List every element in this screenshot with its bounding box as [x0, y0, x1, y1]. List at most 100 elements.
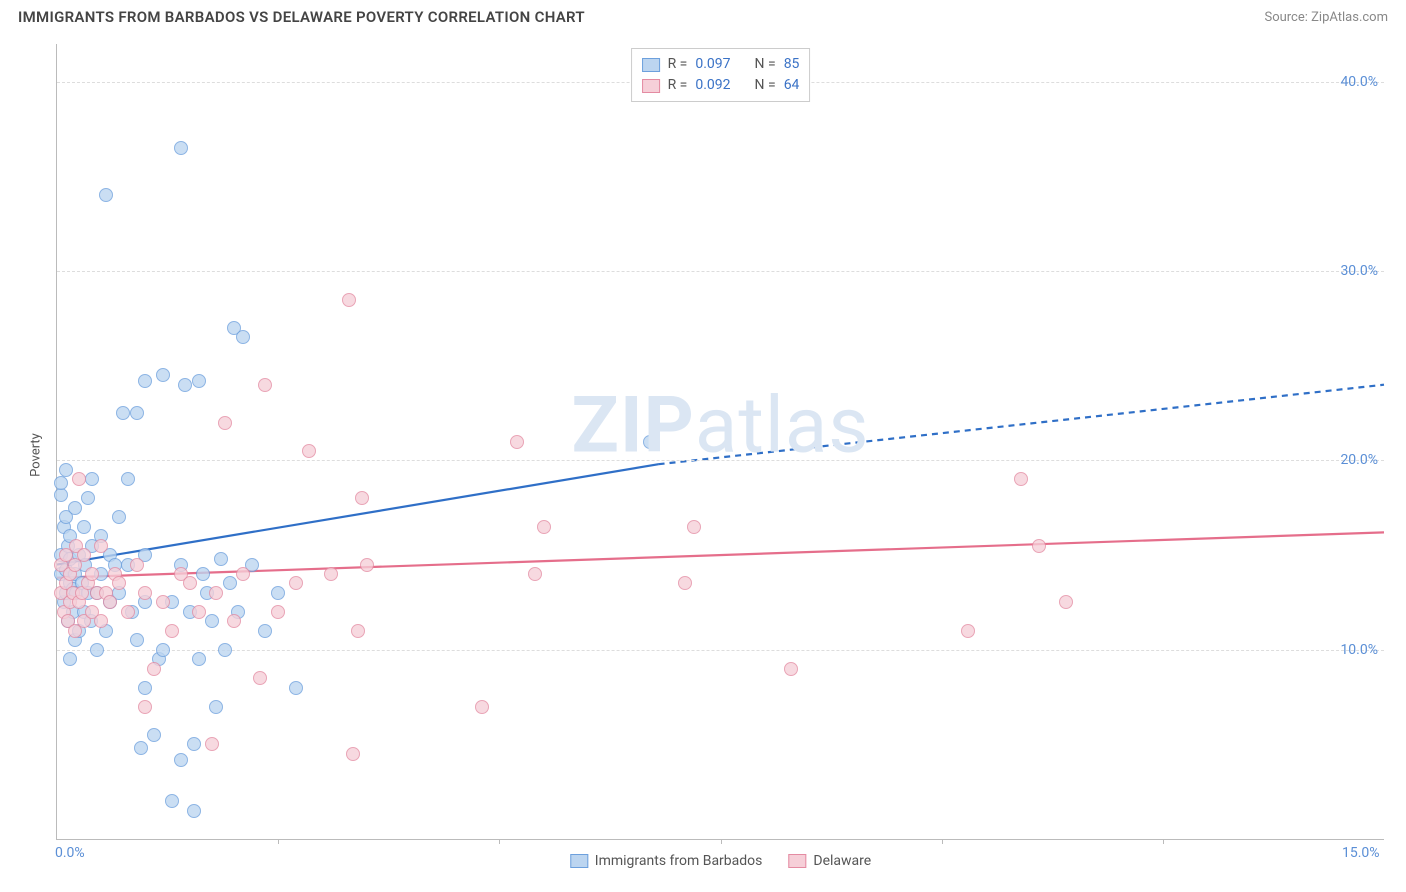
data-point-delaware — [209, 586, 223, 600]
legend-stats-row-delaware: R =0.092N =64 — [642, 75, 800, 96]
data-point-delaware — [1014, 472, 1028, 486]
x-tick-mark — [499, 839, 500, 844]
grid-line — [57, 460, 1384, 461]
x-tick-mark — [278, 839, 279, 844]
data-point-delaware — [85, 567, 99, 581]
trend-lines — [57, 44, 1384, 839]
data-point-barbados — [130, 633, 144, 647]
data-point-delaware — [138, 586, 152, 600]
data-point-barbados — [156, 643, 170, 657]
legend-item-barbados: Immigrants from Barbados — [570, 853, 763, 869]
data-point-barbados — [223, 576, 237, 590]
data-point-delaware — [258, 378, 272, 392]
chart-container: Poverty ZIPatlas R =0.097N =85R =0.092N … — [18, 36, 1388, 874]
data-point-barbados — [134, 741, 148, 755]
data-point-delaware — [355, 491, 369, 505]
data-point-delaware — [1059, 595, 1073, 609]
data-point-barbados — [196, 567, 210, 581]
data-point-delaware — [687, 520, 701, 534]
data-point-barbados — [187, 804, 201, 818]
r-label: R = — [668, 75, 688, 96]
x-tick-mark — [942, 839, 943, 844]
n-value: 64 — [784, 75, 800, 96]
data-point-barbados — [271, 586, 285, 600]
grid-line — [57, 271, 1384, 272]
data-point-delaware — [271, 605, 285, 619]
data-point-delaware — [218, 416, 232, 430]
source-label: Source: ZipAtlas.com — [1264, 10, 1388, 25]
correlation-legend: R =0.097N =85R =0.092N =64 — [631, 48, 811, 102]
data-point-barbados — [289, 681, 303, 695]
data-point-delaware — [94, 614, 108, 628]
y-tick-label: 40.0% — [1340, 74, 1378, 90]
chart-title: IMMIGRANTS FROM BARBADOS VS DELAWARE POV… — [18, 8, 585, 26]
data-point-delaware — [121, 605, 135, 619]
data-point-delaware — [236, 567, 250, 581]
r-value: 0.092 — [695, 75, 730, 96]
legend-swatch-delaware — [642, 79, 660, 93]
data-point-barbados — [214, 552, 228, 566]
data-point-delaware — [183, 576, 197, 590]
y-tick-label: 10.0% — [1340, 642, 1378, 658]
data-point-delaware — [94, 539, 108, 553]
x-tick-label: 15.0% — [1342, 845, 1380, 861]
data-point-barbados — [174, 141, 188, 155]
x-tick-mark — [721, 839, 722, 844]
x-tick-label: 0.0% — [55, 845, 85, 861]
data-point-delaware — [227, 614, 241, 628]
data-point-delaware — [961, 624, 975, 638]
watermark: ZIPatlas — [571, 380, 869, 471]
data-point-barbados — [165, 794, 179, 808]
data-point-barbados — [90, 643, 104, 657]
data-point-delaware — [510, 435, 524, 449]
data-point-barbados — [192, 652, 206, 666]
grid-line — [57, 650, 1384, 651]
data-point-delaware — [1032, 539, 1046, 553]
data-point-delaware — [156, 595, 170, 609]
legend-stats-row-barbados: R =0.097N =85 — [642, 54, 800, 75]
n-value: 85 — [784, 54, 800, 75]
data-point-delaware — [784, 662, 798, 676]
data-point-barbados — [643, 435, 657, 449]
data-point-barbados — [54, 476, 68, 490]
data-point-delaware — [103, 595, 117, 609]
data-point-barbados — [205, 614, 219, 628]
data-point-barbados — [192, 374, 206, 388]
data-point-barbados — [147, 728, 161, 742]
data-point-delaware — [351, 624, 365, 638]
n-label: N = — [755, 54, 776, 75]
data-point-barbados — [112, 510, 126, 524]
data-point-barbados — [68, 501, 82, 515]
legend-swatch-barbados — [570, 854, 588, 868]
data-point-delaware — [192, 605, 206, 619]
data-point-barbados — [59, 463, 73, 477]
plot-area: ZIPatlas R =0.097N =85R =0.092N =64 Immi… — [56, 44, 1384, 840]
data-point-barbados — [81, 491, 95, 505]
data-point-delaware — [165, 624, 179, 638]
data-point-barbados — [174, 753, 188, 767]
data-point-delaware — [253, 671, 267, 685]
data-point-barbados — [121, 472, 135, 486]
data-point-barbados — [99, 188, 113, 202]
data-point-delaware — [138, 700, 152, 714]
data-point-delaware — [147, 662, 161, 676]
data-point-barbados — [187, 737, 201, 751]
trend-line-delaware — [57, 532, 1384, 577]
trend-line-ext-barbados — [659, 385, 1384, 465]
data-point-delaware — [360, 558, 374, 572]
series-legend: Immigrants from Barbados Delaware — [570, 853, 871, 869]
data-point-delaware — [324, 567, 338, 581]
data-point-delaware — [130, 558, 144, 572]
data-point-barbados — [63, 652, 77, 666]
y-tick-label: 20.0% — [1340, 452, 1378, 468]
data-point-barbados — [130, 406, 144, 420]
data-point-delaware — [678, 576, 692, 590]
data-point-barbados — [218, 643, 232, 657]
data-point-delaware — [475, 700, 489, 714]
data-point-barbados — [209, 700, 223, 714]
data-point-barbados — [138, 681, 152, 695]
data-point-delaware — [112, 576, 126, 590]
r-value: 0.097 — [695, 54, 730, 75]
data-point-barbados — [258, 624, 272, 638]
legend-item-delaware: Delaware — [788, 853, 871, 869]
